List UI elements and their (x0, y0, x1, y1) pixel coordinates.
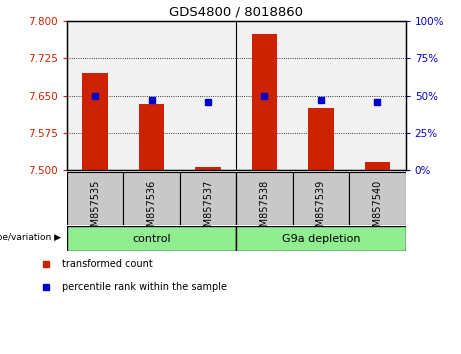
Bar (236, 172, 293, 225)
Bar (139, 104, 164, 170)
Bar (123, 172, 180, 225)
Title: GDS4800 / 8018860: GDS4800 / 8018860 (169, 6, 303, 19)
Text: G9a depletion: G9a depletion (282, 234, 360, 244)
Text: transformed count: transformed count (62, 259, 153, 269)
Bar (236, 21, 293, 170)
Text: GSM857536: GSM857536 (147, 180, 157, 239)
Bar (67, 226, 236, 251)
Text: percentile rank within the sample: percentile rank within the sample (62, 282, 227, 292)
Bar (180, 172, 236, 225)
Bar (349, 172, 406, 225)
Bar (67, 172, 123, 225)
Bar (180, 21, 236, 170)
Bar (236, 226, 406, 251)
Text: GSM857540: GSM857540 (372, 180, 383, 239)
Bar (308, 108, 334, 170)
Bar (252, 34, 277, 170)
Text: GSM857539: GSM857539 (316, 180, 326, 239)
Bar (195, 167, 221, 170)
Text: GSM857535: GSM857535 (90, 180, 100, 239)
Bar (123, 21, 180, 170)
Bar (293, 21, 349, 170)
Bar (293, 172, 349, 225)
Text: GSM857537: GSM857537 (203, 180, 213, 239)
Text: GSM857538: GSM857538 (260, 180, 270, 239)
Bar (67, 21, 123, 170)
Bar (349, 21, 406, 170)
Bar (365, 162, 390, 170)
Text: control: control (132, 234, 171, 244)
Text: genotype/variation ▶: genotype/variation ▶ (0, 233, 61, 242)
Bar (83, 73, 108, 170)
